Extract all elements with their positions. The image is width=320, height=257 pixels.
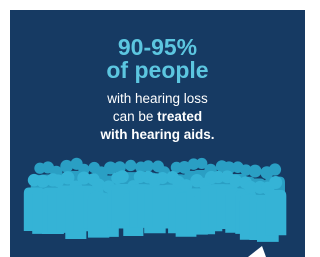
crowd-illustration (10, 10, 305, 257)
infographic-panel: 90-95% of people with hearing loss can b… (10, 10, 305, 257)
crowd (24, 158, 287, 242)
pointer-shape (248, 246, 266, 257)
page: {"headline": {"line1": "90-95%", "line2"… (0, 0, 315, 257)
